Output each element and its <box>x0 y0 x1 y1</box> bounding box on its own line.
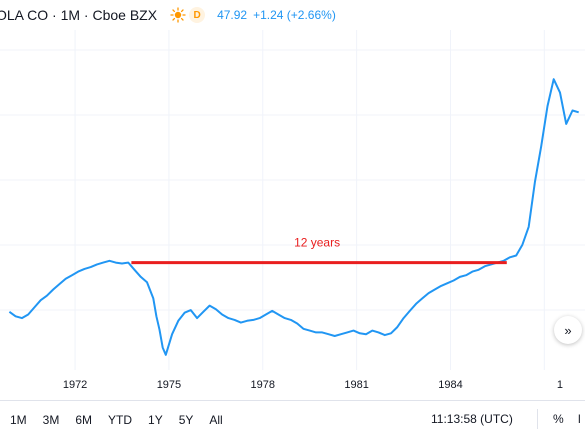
toolbar-divider <box>537 409 538 429</box>
x-tick-label-2: 1978 <box>251 379 275 391</box>
x-tick-label-3: 1981 <box>344 379 368 391</box>
x-tick-label-4: 1984 <box>438 379 462 391</box>
x-axis: 1972 1975 1978 1981 1984 1 <box>63 379 563 391</box>
range-6m-button[interactable]: 6M <box>75 412 93 427</box>
annotation-label: 12 years <box>294 236 340 250</box>
price-change: +1.24 (+2.66%) <box>253 8 336 22</box>
x-tick-label-0: 1972 <box>63 379 87 391</box>
symbol-title[interactable]: OLA CO · 1M · Cboe BZX <box>0 7 158 23</box>
bottom-toolbar: 1M 3M 6M YTD 1Y 5Y All 11:13:58 (UTC) % … <box>0 400 585 438</box>
utc-clock[interactable]: 11:13:58 (UTC) <box>431 412 513 426</box>
scroll-to-realtime-button[interactable]: » <box>554 316 582 344</box>
range-1m-button[interactable]: 1M <box>10 412 27 427</box>
plot-area: 12 years <box>8 78 579 356</box>
range-5y-button[interactable]: 5Y <box>178 412 194 427</box>
chart-grid <box>0 30 585 370</box>
price-series-line <box>8 78 579 356</box>
market-status-badge[interactable]: D <box>189 7 206 23</box>
percent-scale-toggle[interactable]: % <box>553 412 564 426</box>
x-tick-label-5: 1 <box>557 379 563 391</box>
sun-icon <box>169 6 187 24</box>
chart-header: OLA CO · 1M · Cboe BZX D 47.92 +1.24 (+2… <box>0 0 585 30</box>
last-price: 47.92 <box>217 8 248 22</box>
x-tick-label-1: 1975 <box>157 379 181 391</box>
range-all-button[interactable]: All <box>209 412 223 427</box>
range-3m-button[interactable]: 3M <box>42 412 60 427</box>
range-ytd-button[interactable]: YTD <box>108 412 133 427</box>
log-scale-toggle[interactable]: l <box>578 412 581 426</box>
double-chevron-right-icon: » <box>564 322 572 338</box>
price-chart[interactable]: 12 years 1972 1975 1978 1981 1984 1 <box>0 30 585 400</box>
range-1y-button[interactable]: 1Y <box>148 412 163 427</box>
